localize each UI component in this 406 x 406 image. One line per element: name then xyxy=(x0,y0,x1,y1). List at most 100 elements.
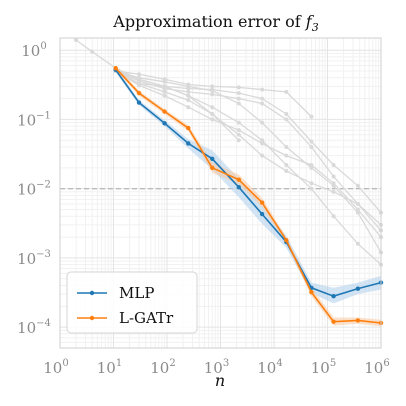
legend-marker-l-gatr xyxy=(89,315,95,321)
legend-label-l-gatr: L-GATr xyxy=(119,309,174,327)
background-series-point xyxy=(186,93,191,98)
background-series-point xyxy=(284,162,289,167)
series-point-mlp xyxy=(259,211,265,217)
background-series-point xyxy=(355,207,360,212)
background-series-point xyxy=(90,49,95,54)
background-series-point xyxy=(309,114,314,119)
x-tick-base: 10 xyxy=(257,359,276,377)
background-series-point xyxy=(162,77,167,82)
background-series-point xyxy=(236,91,241,96)
background-series-point xyxy=(284,144,289,149)
y-tick-base: 10 xyxy=(17,181,36,199)
x-tick-base: 10 xyxy=(364,359,383,377)
chart-title: Approximation error of f3 xyxy=(112,12,318,34)
background-series-point xyxy=(210,84,215,89)
series-point-l-gatr xyxy=(162,109,167,114)
x-tick-label: 101 xyxy=(97,358,122,377)
background-series-point xyxy=(284,153,289,158)
chart-title-text: Approximation error of xyxy=(112,12,302,31)
x-tick-label: 100 xyxy=(43,358,68,377)
background-series-point xyxy=(309,181,314,186)
background-series-point xyxy=(162,89,167,94)
x-tick-label: 106 xyxy=(364,358,389,377)
background-series-point xyxy=(284,89,289,94)
background-series-point xyxy=(260,120,265,125)
background-series-point xyxy=(309,162,314,167)
background-series-point xyxy=(236,132,241,137)
series-point-l-gatr xyxy=(284,238,289,243)
series-line-mlp xyxy=(115,69,382,298)
y-tick-exponent: −2 xyxy=(36,180,51,191)
y-tick-base: 10 xyxy=(17,319,36,337)
y-tick-label: 10−3 xyxy=(17,249,51,268)
background-series-point xyxy=(236,120,241,125)
series-point-mlp xyxy=(355,286,361,291)
y-tick-base: 10 xyxy=(21,42,40,60)
background-series-point xyxy=(260,87,265,92)
series-point-mlp xyxy=(136,100,142,105)
x-tick-base: 10 xyxy=(204,359,223,377)
background-series-point xyxy=(331,214,336,219)
background-series-point xyxy=(355,202,360,207)
x-tick-labels: 100 101 102 103 104 105 106 xyxy=(43,358,389,377)
legend-label-mlp: MLP xyxy=(119,284,154,302)
chart-title-math: f xyxy=(305,12,315,31)
series-point-l-gatr xyxy=(355,318,361,323)
background-series-point xyxy=(210,117,215,122)
series-point-l-gatr xyxy=(113,65,118,71)
background-series-line xyxy=(115,70,382,214)
background-series-point xyxy=(309,139,314,144)
background-series-point xyxy=(331,174,336,179)
background-series-point xyxy=(186,98,191,103)
background-series-point xyxy=(162,84,167,89)
series-point-mlp xyxy=(186,141,191,146)
y-tick-label: 100 xyxy=(21,41,46,60)
series-point-l-gatr xyxy=(309,289,314,295)
background-series-group xyxy=(74,38,383,267)
background-series-point xyxy=(331,181,336,186)
background-series-point xyxy=(74,38,79,43)
series-point-l-gatr xyxy=(236,177,242,182)
background-series-point xyxy=(309,144,314,149)
background-series-point xyxy=(260,101,265,106)
background-series-point xyxy=(162,93,167,98)
series-point-l-gatr xyxy=(259,200,265,205)
background-series-point xyxy=(236,128,241,133)
background-series-line xyxy=(115,70,382,238)
legend: MLP L-GATr xyxy=(66,271,198,334)
x-tick-exponent: 2 xyxy=(169,358,175,369)
x-tick-exponent: 3 xyxy=(223,358,229,369)
background-series-line xyxy=(115,70,382,231)
x-tick-exponent: 0 xyxy=(62,358,68,369)
background-series-point xyxy=(260,153,265,158)
background-series-point xyxy=(210,105,215,110)
background-series-line xyxy=(115,70,382,253)
background-series-point xyxy=(137,77,142,82)
background-series-point xyxy=(331,162,336,167)
series-point-mlp xyxy=(210,156,215,162)
background-series-point xyxy=(309,186,314,191)
x-tick-exponent: 6 xyxy=(383,358,389,369)
y-tick-exponent: −1 xyxy=(36,110,51,121)
series-point-l-gatr xyxy=(331,319,336,324)
series-point-mlp xyxy=(162,121,167,126)
x-tick-label: 103 xyxy=(204,358,229,377)
x-axis-label: n xyxy=(215,371,225,390)
x-tick-base: 10 xyxy=(43,359,62,377)
background-series-point xyxy=(137,72,142,77)
x-tick-label: 102 xyxy=(150,358,175,377)
y-tick-base: 10 xyxy=(17,250,36,268)
legend-marker-mlp xyxy=(89,290,95,296)
background-series-point xyxy=(186,89,191,94)
y-tick-label: 10−4 xyxy=(17,318,51,337)
series-point-mlp xyxy=(236,185,242,190)
y-tick-exponent: 0 xyxy=(40,41,46,52)
y-tick-label: 10−1 xyxy=(17,110,51,129)
series-point-l-gatr xyxy=(210,165,215,171)
background-series-point xyxy=(260,96,265,101)
series-point-l-gatr xyxy=(186,125,191,131)
x-tick-label: 104 xyxy=(257,358,282,377)
x-tick-base: 10 xyxy=(311,359,330,377)
